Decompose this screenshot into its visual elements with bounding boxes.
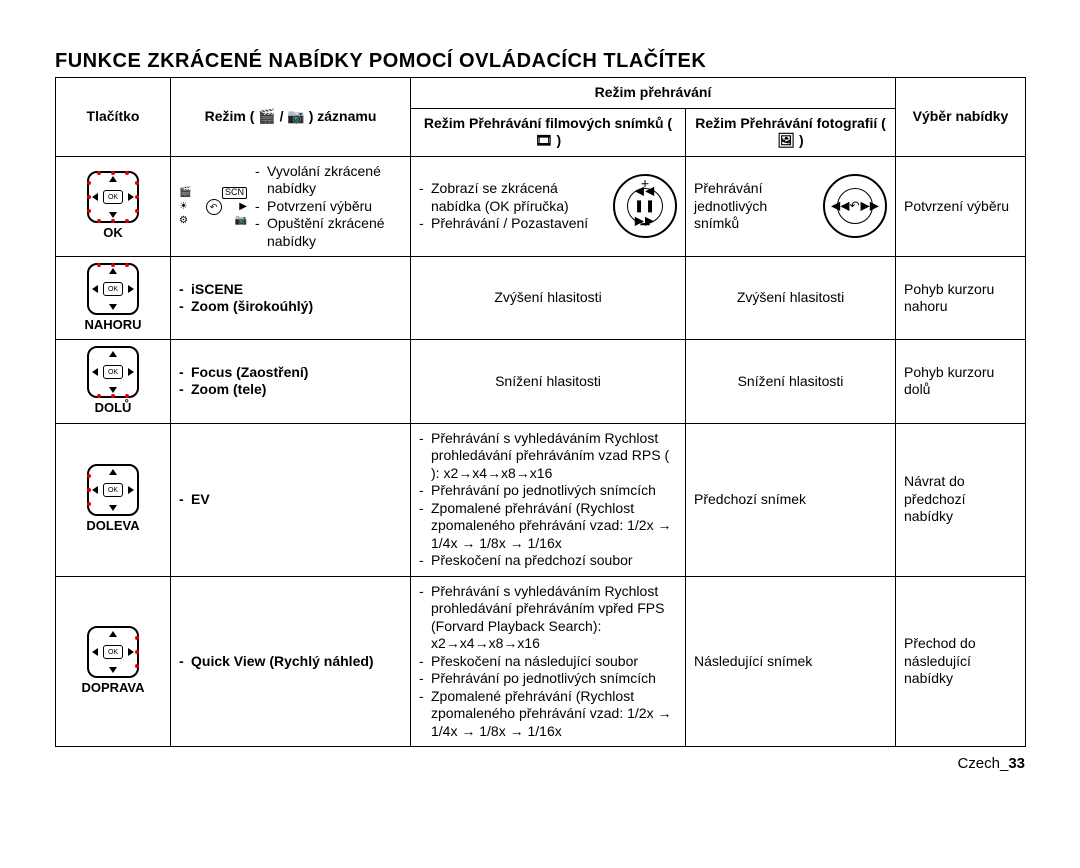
page-footer: Czech_33	[55, 755, 1025, 772]
shortcut-table: Tlačítko Režim ( 🎬 / 📷 ) záznamu Režim p…	[55, 77, 1026, 747]
th-playback-photo: Režim Přehrávání fotografií ( 🖼 )	[686, 108, 896, 156]
left-mode-list: EV	[179, 491, 402, 509]
right-photo-text: Následující snímek	[686, 576, 896, 747]
right-menu-text: Přechod do následující nabídky	[896, 576, 1026, 747]
down-menu-text: Pohyb kurzoru dolů	[896, 340, 1026, 423]
th-mode-record: Režim ( 🎬 / 📷 ) záznamu	[171, 78, 411, 157]
down-movie-text: Snížení hlasitosti	[411, 340, 686, 423]
up-photo-text: Zvýšení hlasitosti	[686, 257, 896, 340]
dpad-ok-icon: OK	[87, 171, 139, 223]
dpad-up-label: NAHORU	[64, 317, 162, 333]
left-photo-text: Předchozí snímek	[686, 423, 896, 576]
th-menu-select: Výběr nabídky	[896, 78, 1026, 157]
down-mode-list: Focus (Zaostření) Zoom (tele)	[179, 364, 402, 399]
photo-control-icon: ◀◀ ▶▶ ↶	[823, 174, 887, 238]
right-movie-list: Přehrávání s vyhledáváním Rychlost prohl…	[419, 583, 677, 741]
left-movie-list: Přehrávání s vyhledáváním Rychlost prohl…	[419, 430, 677, 570]
dpad-down-label: DOLŮ	[64, 400, 162, 416]
table-row-ok: OK OK 🎬SCN ☀↶▶ ⚙📷 Vyvolání zkrácené nabí…	[56, 156, 1026, 257]
right-mode-list: Quick View (Rychlý náhled)	[179, 653, 402, 671]
th-playback-group: Režim přehrávání	[411, 78, 896, 109]
dpad-right-label: DOPRAVA	[64, 680, 162, 696]
th-button: Tlačítko	[56, 78, 171, 157]
dpad-ok-label: OK	[64, 225, 162, 241]
dpad-left-label: DOLEVA	[64, 518, 162, 534]
up-menu-text: Pohyb kurzoru nahoru	[896, 257, 1026, 340]
up-movie-text: Zvýšení hlasitosti	[411, 257, 686, 340]
dpad-left-icon: OK	[87, 464, 139, 516]
ok-photo-text: Přehrávání jednotlivých snímků	[694, 180, 813, 233]
movie-control-icon: ＋ － ◀◀ ❚❚ ▶▶	[613, 174, 677, 238]
table-row-right: OK DOPRAVA Quick View (Rychlý náhled) Př…	[56, 576, 1026, 747]
table-row-up: OK NAHORU iSCENE Zoom (širokoúhlý) Zvýše…	[56, 257, 1026, 340]
ok-mode-list: Vyvolání zkrácené nabídky Potvrzení výbě…	[255, 163, 402, 251]
th-playback-movie: Režim Přehrávání filmových snímků ( 🎞 )	[411, 108, 686, 156]
page-title: FUNKCE ZKRÁCENÉ NABÍDKY POMOCÍ OVLÁDACÍC…	[55, 50, 1025, 73]
dpad-up-icon: OK	[87, 263, 139, 315]
mode-shortcut-icon: 🎬SCN ☀↶▶ ⚙📷	[179, 187, 247, 226]
ok-movie-list: Zobrazí se zkrácená nabídka (OK příručka…	[419, 180, 603, 233]
left-menu-text: Návrat do předchozí nabídky	[896, 423, 1026, 576]
dpad-down-icon: OK	[87, 346, 139, 398]
table-row-left: OK DOLEVA EV Přehrávání s vyhledáváním R…	[56, 423, 1026, 576]
ok-menu-text: Potvrzení výběru	[896, 156, 1026, 257]
table-row-down: OK DOLŮ Focus (Zaostření) Zoom (tele) Sn…	[56, 340, 1026, 423]
up-mode-list: iSCENE Zoom (širokoúhlý)	[179, 281, 402, 316]
dpad-right-icon: OK	[87, 626, 139, 678]
down-photo-text: Snížení hlasitosti	[686, 340, 896, 423]
